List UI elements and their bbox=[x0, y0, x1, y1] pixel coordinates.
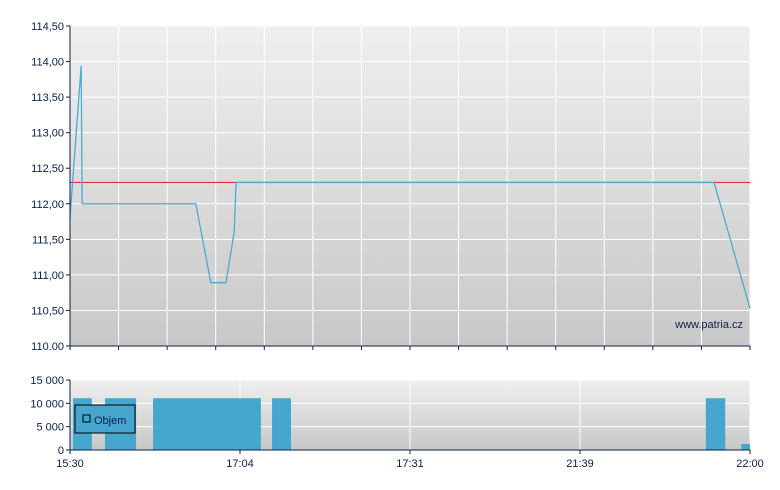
volume-y-tick-label: 10 000 bbox=[30, 398, 64, 410]
volume-x-tick-label: 21:39 bbox=[566, 458, 594, 470]
volume-x-tick-label: 22:00 bbox=[736, 458, 764, 470]
legend-label: Objem bbox=[94, 415, 126, 427]
volume-x-tick-label: 17:04 bbox=[226, 458, 254, 470]
legend-swatch-icon bbox=[82, 414, 91, 423]
price-y-tick-label: 114,00 bbox=[31, 57, 64, 69]
price-y-tick-label: 112,00 bbox=[31, 199, 64, 211]
volume-bar bbox=[153, 398, 261, 450]
volume-y-tick-label: 5 000 bbox=[36, 422, 64, 434]
volume-legend: Objem bbox=[74, 404, 136, 434]
volume-x-tick-label: 15:30 bbox=[56, 458, 84, 470]
price-y-tick-label: 113,00 bbox=[31, 128, 64, 140]
price-y-tick-label: 110.00 bbox=[31, 341, 64, 353]
volume-bar bbox=[705, 398, 726, 450]
price-y-tick-label: 111,00 bbox=[32, 270, 64, 282]
price-y-tick-label: 114,50 bbox=[31, 21, 64, 33]
price-y-tick-label: 110,50 bbox=[31, 305, 64, 317]
volume-bar bbox=[741, 443, 750, 450]
price-line bbox=[69, 65, 751, 309]
volume-x-tick-label: 17:31 bbox=[396, 458, 424, 470]
price-y-tick-label: 112,50 bbox=[31, 163, 64, 175]
volume-y-tick-label: 15 000 bbox=[30, 375, 64, 387]
watermark: www.patria.cz bbox=[674, 319, 743, 331]
volume-y-tick-label: 0 bbox=[58, 445, 64, 457]
price-y-tick-label: 113,50 bbox=[31, 92, 64, 104]
price-y-tick-label: 111,50 bbox=[32, 234, 64, 246]
volume-bar bbox=[272, 398, 291, 450]
